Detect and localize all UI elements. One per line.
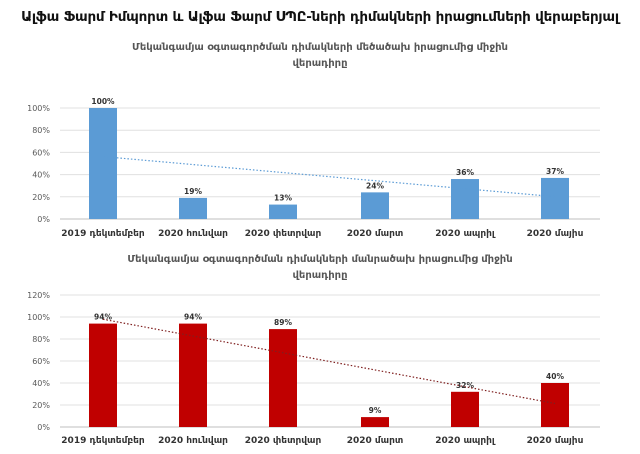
y-tick-label: 80% xyxy=(32,335,50,344)
page-title: Ալֆա Ֆարմ Իմպորտ և Ալֆա Ֆարմ ՍՊԸ-ների դի… xyxy=(21,9,619,25)
x-tick-label: 2020 ապրիլ xyxy=(435,229,496,239)
bar xyxy=(89,323,117,427)
x-tick-label: 2020 հունվար xyxy=(158,229,228,239)
data-label: 24% xyxy=(366,181,384,190)
y-tick-label: 20% xyxy=(32,193,50,202)
y-tick-label: 60% xyxy=(32,357,50,366)
x-tick-label: 2019 դեկտեմբեր xyxy=(61,229,145,239)
data-label: 19% xyxy=(184,187,202,196)
data-label: 9% xyxy=(369,406,382,415)
x-tick-label: 2020 փետրվար xyxy=(245,436,322,446)
data-label: 40% xyxy=(546,372,564,381)
chart-title: վերադիրը xyxy=(293,270,348,281)
data-label: 89% xyxy=(274,318,292,327)
x-tick-label: 2020 հունվար xyxy=(158,436,228,446)
x-tick-label: 2020 ապրիլ xyxy=(435,436,496,446)
x-tick-label: 2020 մարտ xyxy=(347,436,404,446)
bar xyxy=(541,177,569,219)
y-tick-label: 100% xyxy=(27,104,50,113)
chart-title: Մեկանգամյա օգտագործման դիմակների մեծածախ… xyxy=(132,42,508,53)
bar xyxy=(179,323,207,427)
data-label: 36% xyxy=(456,168,474,177)
bar xyxy=(89,108,117,219)
bar xyxy=(361,417,389,427)
chart-title: Մեկանգամյա օգտագործման դիմակների մանրածա… xyxy=(127,254,512,265)
y-tick-label: 100% xyxy=(27,313,50,322)
y-tick-label: 60% xyxy=(32,148,50,157)
x-tick-label: 2019 դեկտեմբեր xyxy=(61,436,145,446)
y-tick-label: 0% xyxy=(37,215,50,224)
data-label: 13% xyxy=(274,194,292,203)
y-tick-label: 20% xyxy=(32,401,50,410)
x-tick-label: 2020 մարտ xyxy=(347,229,404,239)
bar xyxy=(269,329,297,427)
x-tick-label: 2020 մայիս xyxy=(527,436,584,446)
bar xyxy=(179,197,207,219)
data-label: 37% xyxy=(546,167,564,176)
bar xyxy=(451,391,479,427)
data-label: 94% xyxy=(94,313,112,322)
x-tick-label: 2020 մայիս xyxy=(527,229,584,239)
x-tick-label: 2020 փետրվար xyxy=(245,229,322,239)
chart-title: վերադիրը xyxy=(293,58,348,69)
bar xyxy=(361,192,389,219)
trendline xyxy=(102,155,556,198)
y-tick-label: 40% xyxy=(32,379,50,388)
data-label: 94% xyxy=(184,313,202,322)
bar xyxy=(269,204,297,219)
y-tick-label: 0% xyxy=(37,423,50,432)
bar xyxy=(451,179,479,219)
bar xyxy=(541,383,569,427)
y-tick-label: 80% xyxy=(32,126,50,135)
data-label: 32% xyxy=(456,381,474,390)
y-tick-label: 40% xyxy=(32,171,50,180)
data-label: 100% xyxy=(91,97,115,106)
y-tick-label: 120% xyxy=(27,291,50,300)
